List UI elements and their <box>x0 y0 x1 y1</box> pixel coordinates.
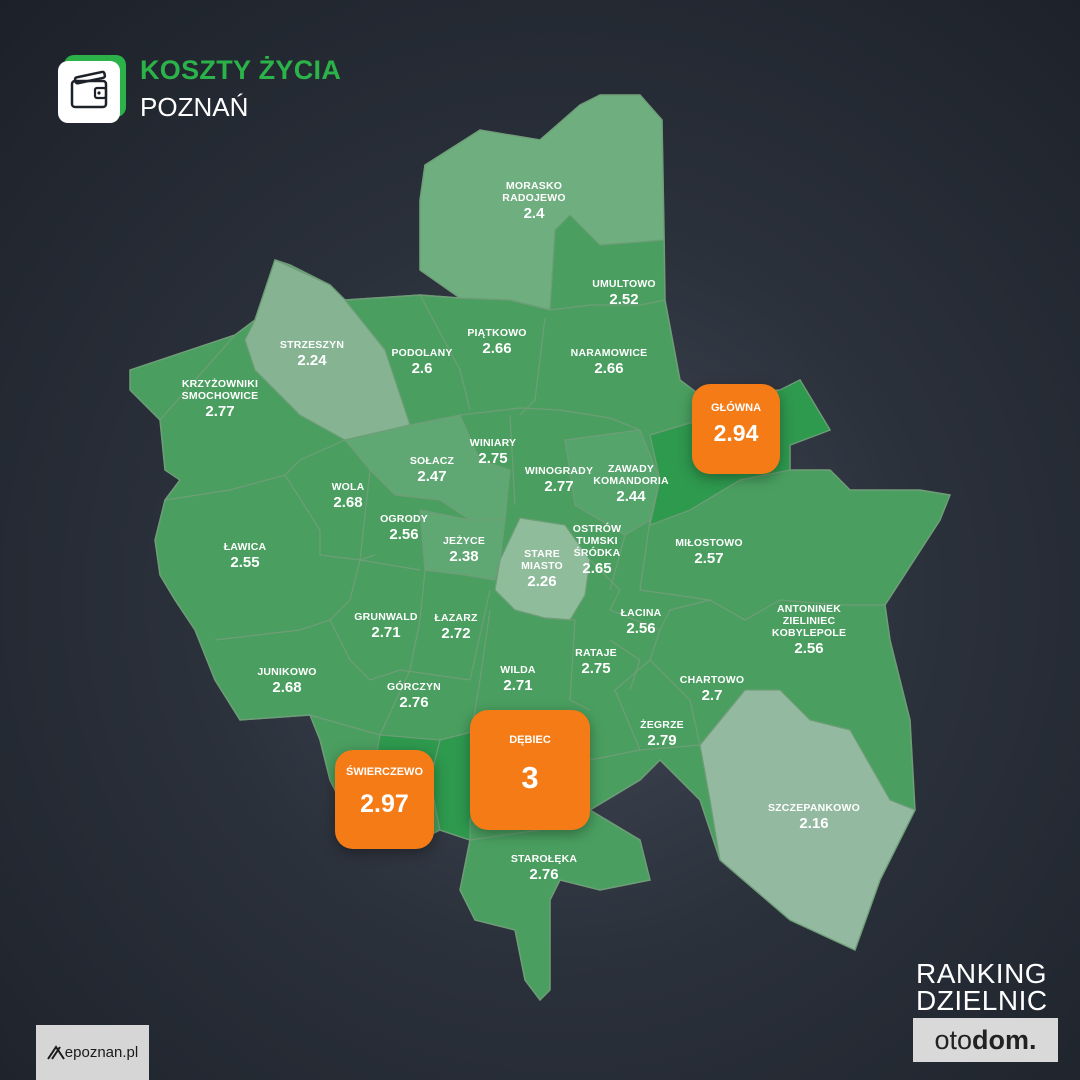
district-label-grunwald: GRUNWALD 2.71 <box>354 611 418 642</box>
page-subtitle: POZNAŃ <box>140 92 249 122</box>
district-label-antoninek: ANTONINEK ZIELINIEC KOBYLEPOLE 2.56 <box>771 603 847 658</box>
district-label-rataje: RATAJE 2.75 <box>575 647 617 678</box>
district-shape-zawady[interactable] <box>564 429 661 536</box>
district-borders <box>159 294 885 841</box>
district-label-lazarz: ŁAZARZ 2.72 <box>434 612 478 643</box>
otodom-logo-bold: dom. <box>972 1025 1037 1055</box>
district-label-wola: WOLA 2.68 <box>331 481 365 512</box>
district-label-lawica: ŁAWICA 2.55 <box>223 541 267 572</box>
district-shape-jezyce[interactable] <box>419 509 506 581</box>
epoznan-text: epoznan.pl <box>64 1044 139 1061</box>
district-label-podolany: PODOLANY 2.6 <box>391 347 453 378</box>
district-label-milostowo: MIŁOSTOWO 2.57 <box>675 537 743 568</box>
district-label-junikowo: JUNIKOWO 2.68 <box>257 666 317 697</box>
district-label-krzyzowniki: KRZYŻOWNIKI SMOCHOWICE 2.77 <box>181 378 259 421</box>
district-label-jezyce: JEŻYCE 2.38 <box>442 535 486 566</box>
district-label-lacina: ŁACINA 2.56 <box>620 607 662 638</box>
otodom-logo-light: oto <box>934 1025 973 1055</box>
ranking-line-1: RANKING <box>916 958 1048 989</box>
district-label-winogrady: WINOGRADY 2.77 <box>524 465 594 496</box>
district-label-morasko: MORASKO RADOJEWO 2.4 <box>502 180 566 223</box>
district-shape-morasko[interactable] <box>419 94 665 311</box>
highlight-debiec: DĘBIEC 3 <box>470 710 590 830</box>
district-label-strzeszyn: STRZESZYN 2.24 <box>279 339 345 370</box>
district-label-winiary: WINIARY 2.75 <box>469 437 517 468</box>
district-label-staroleka: STAROŁĘKA 2.76 <box>510 853 578 884</box>
district-label-zawady: ZAWADY KOMANDORIA 2.44 <box>593 463 669 506</box>
district-label-ogrody: OGRODY 2.56 <box>380 513 428 544</box>
district-label-szczepankowo: SZCZEPANKOWO 2.16 <box>767 802 861 833</box>
ranking-line-2: DZIELNIC <box>916 985 1048 1016</box>
district-label-chartowo: CHARTOWO 2.7 <box>679 674 745 705</box>
district-label-wilda: WILDA 2.71 <box>500 664 536 695</box>
ranking-title: RANKING DZIELNIC <box>916 958 1048 1016</box>
wallet-icon <box>58 55 126 123</box>
district-label-naramowice: NARAMOWICE 2.66 <box>570 347 648 378</box>
page-title: KOSZTY ŻYCIA <box>140 55 342 85</box>
district-label-ostrow: OSTRÓW TUMSKI ŚRÓDKA 2.65 <box>572 523 622 578</box>
district-label-solacz: SOŁACZ 2.47 <box>409 455 455 486</box>
district-shape-szczepankowo[interactable] <box>699 689 916 951</box>
highlight-glowna: GŁÓWNA 2.94 <box>692 384 780 474</box>
epoznan-logo: epoznan.pl <box>36 1025 149 1080</box>
district-label-umultowo: UMULTOWO 2.52 <box>592 278 656 309</box>
district-shape-solacz[interactable] <box>343 414 511 521</box>
otodom-logo: otodom. <box>913 1018 1058 1062</box>
epoznan-icon <box>46 1044 65 1060</box>
highlight-swierczewo: ŚWIERCZEWO 2.97 <box>335 750 434 849</box>
district-label-stare-miasto: STARE MIASTO 2.26 <box>521 548 563 591</box>
district-label-piatkowo: PIĄTKOWO 2.66 <box>467 327 527 358</box>
district-label-zegrze: ŻEGRZE 2.79 <box>640 719 684 750</box>
district-label-gorczyn: GÓRCZYN 2.76 <box>387 681 441 712</box>
